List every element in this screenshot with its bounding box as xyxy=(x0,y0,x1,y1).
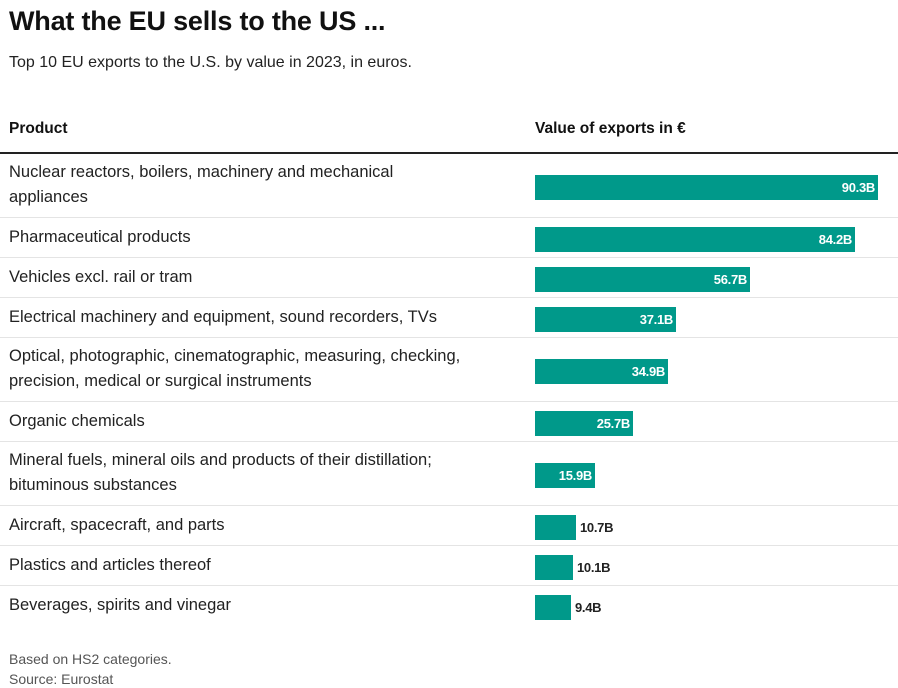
category-label: Organic chemicals xyxy=(9,409,509,434)
table-row: Optical, photographic, cinematographic, … xyxy=(0,338,898,402)
bar-value-label: 25.7B xyxy=(596,416,631,431)
footnote-source: Source: Eurostat xyxy=(9,671,114,687)
table-row: Beverages, spirits and vinegar 9.4B xyxy=(0,586,898,626)
category-label: Electrical machinery and equipment, soun… xyxy=(9,305,509,330)
category-label: Mineral fuels, mineral oils and products… xyxy=(9,448,509,498)
category-label-line: Nuclear reactors, boilers, machinery and… xyxy=(9,163,394,181)
bar xyxy=(535,227,855,252)
bar-value-label: 15.9B xyxy=(558,468,593,483)
category-label-line: Pharmaceutical products xyxy=(9,227,191,246)
table-row: Pharmaceutical products 84.2B xyxy=(0,218,898,258)
bar xyxy=(535,463,595,488)
category-label-line: Beverages, spirits and vinegar xyxy=(9,595,231,614)
chart-title: What the EU sells to the US ... xyxy=(9,6,386,36)
category-label: Plastics and articles thereof xyxy=(9,553,509,578)
bar xyxy=(535,307,676,332)
category-label-line: Vehicles excl. rail or tram xyxy=(9,267,193,286)
category-label-line: appliances xyxy=(9,188,88,206)
table-row: Nuclear reactors, boilers, machinery and… xyxy=(0,154,898,218)
bar xyxy=(535,555,573,580)
bar-value-label: 56.7B xyxy=(713,272,748,287)
category-label: Aircraft, spacecraft, and parts xyxy=(9,513,509,538)
table-row: Aircraft, spacecraft, and parts 10.7B xyxy=(0,506,898,546)
table-row: Plastics and articles thereof 10.1B xyxy=(0,546,898,586)
bar-value-label: 34.9B xyxy=(631,364,666,379)
category-label-line: Electrical machinery and equipment, soun… xyxy=(9,307,437,326)
category-label: Beverages, spirits and vinegar xyxy=(9,593,509,618)
bar-value-label: 9.4B xyxy=(575,600,602,615)
category-label: Optical, photographic, cinematographic, … xyxy=(9,344,509,394)
table-row: Mineral fuels, mineral oils and products… xyxy=(0,442,898,506)
category-label: Pharmaceutical products xyxy=(9,225,509,250)
bar xyxy=(535,359,668,384)
table-row: Electrical machinery and equipment, soun… xyxy=(0,298,898,338)
category-label-line: Aircraft, spacecraft, and parts xyxy=(9,515,225,534)
bar-value-label: 10.1B xyxy=(577,560,611,575)
table-row: Vehicles excl. rail or tram 56.7B xyxy=(0,258,898,298)
bar xyxy=(535,175,878,200)
chart-subtitle: Top 10 EU exports to the U.S. by value i… xyxy=(9,54,412,71)
category-label-line: Organic chemicals xyxy=(9,411,145,430)
column-header-value: Value of exports in € xyxy=(535,120,686,137)
category-label-line: bituminous substances xyxy=(9,476,177,494)
category-label-line: Optical, photographic, cinematographic, … xyxy=(9,347,461,365)
category-label-line: Plastics and articles thereof xyxy=(9,555,211,574)
bar xyxy=(535,595,571,620)
bar-value-label: 90.3B xyxy=(841,180,876,195)
bar xyxy=(535,515,576,540)
column-header-product: Product xyxy=(9,120,68,137)
bar-value-label: 10.7B xyxy=(580,520,614,535)
category-label: Nuclear reactors, boilers, machinery and… xyxy=(9,160,509,210)
category-label-line: Mineral fuels, mineral oils and products… xyxy=(9,451,432,469)
header-divider xyxy=(0,152,898,154)
bar-value-label: 37.1B xyxy=(639,312,674,327)
bar xyxy=(535,411,633,436)
bar-value-label: 84.2B xyxy=(818,232,853,247)
bar xyxy=(535,267,750,292)
footnote-basis: Based on HS2 categories. xyxy=(9,651,172,667)
category-label: Vehicles excl. rail or tram xyxy=(9,265,509,290)
category-label-line: precision, medical or surgical instrumen… xyxy=(9,372,312,390)
table-row: Organic chemicals 25.7B xyxy=(0,402,898,442)
